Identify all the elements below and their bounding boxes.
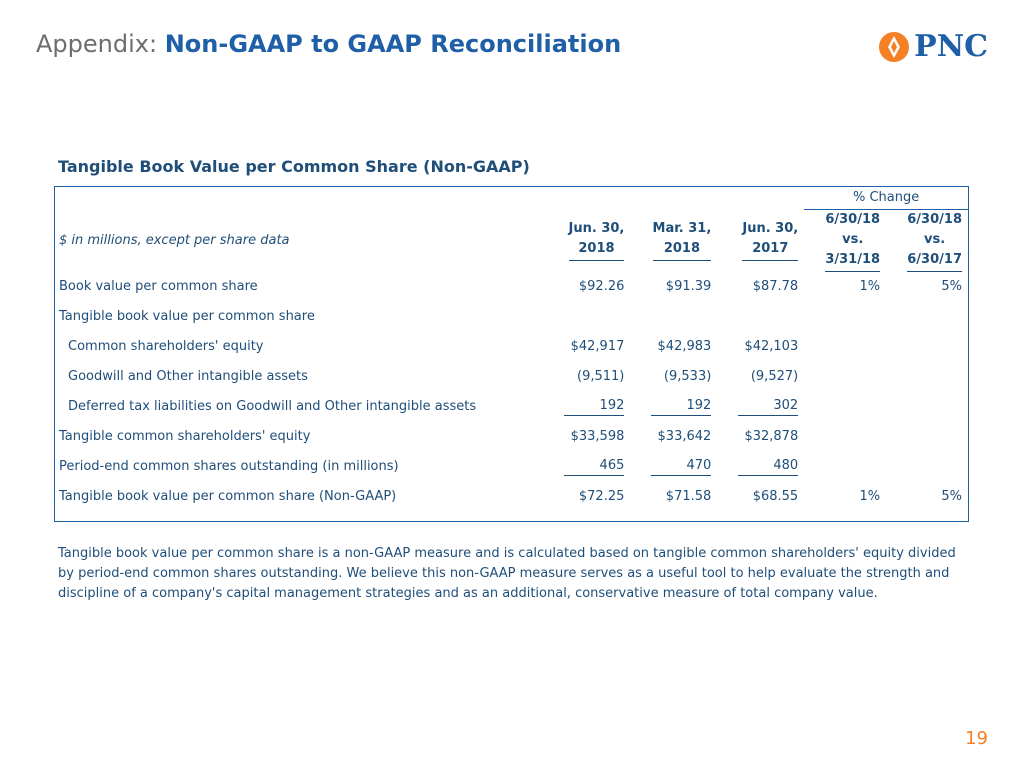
row-label: Book value per common share bbox=[59, 279, 258, 294]
table-row: Common shareholders' equity $42,917 $42,… bbox=[55, 332, 968, 362]
section-title: Tangible Book Value per Common Share (No… bbox=[58, 157, 530, 176]
cell-value: $72.25 bbox=[578, 489, 625, 504]
cell-value: $33,642 bbox=[657, 429, 712, 444]
row-label: Tangible common shareholders' equity bbox=[59, 429, 311, 444]
cell-value: 480 bbox=[738, 458, 799, 476]
table-row: Tangible book value per common share bbox=[55, 302, 968, 332]
table-row: Period-end common shares outstanding (in… bbox=[55, 452, 968, 482]
cell-value: (9,527) bbox=[750, 369, 799, 384]
cell-pct: 1% bbox=[859, 279, 881, 294]
cell-value: 465 bbox=[564, 458, 625, 476]
units-label: $ in millions, except per share data bbox=[59, 232, 290, 248]
cell-value: (9,511) bbox=[577, 369, 625, 384]
slide-title: Appendix: Non-GAAP to GAAP Reconciliatio… bbox=[36, 30, 621, 58]
pnc-logo-icon bbox=[879, 32, 910, 62]
cell-value: $42,983 bbox=[657, 339, 712, 354]
cell-value: $91.39 bbox=[665, 279, 712, 294]
cell-value: $71.58 bbox=[665, 489, 712, 504]
slide-title-prefix: Appendix: bbox=[36, 30, 158, 58]
cell-value: 302 bbox=[738, 398, 799, 416]
cell-value: 192 bbox=[651, 398, 712, 416]
cell-value: 192 bbox=[564, 398, 625, 416]
col-header-jun-2018: Jun. 30, 2018 bbox=[543, 209, 630, 272]
cell-value: $42,917 bbox=[570, 339, 625, 354]
cell-value: $68.55 bbox=[752, 489, 799, 504]
table-header-row: $ in millions, except per share data Jun… bbox=[55, 209, 968, 272]
cell-value: (9,533) bbox=[663, 369, 712, 384]
pnc-logo-text: PNC bbox=[914, 29, 988, 64]
cell-value: $87.78 bbox=[752, 279, 799, 294]
footnote: Tangible book value per common share is … bbox=[58, 546, 956, 601]
table-row: Deferred tax liabilities on Goodwill and… bbox=[55, 392, 968, 422]
cell-value: $32,878 bbox=[744, 429, 799, 444]
table-row: Goodwill and Other intangible assets (9,… bbox=[55, 362, 968, 392]
tbv-table: % Change $ in millions, except per share… bbox=[54, 186, 969, 522]
row-label: Goodwill and Other intangible assets bbox=[68, 369, 308, 384]
table-row: Tangible common shareholders' equity $33… bbox=[55, 422, 968, 452]
table-group-header-row: % Change bbox=[55, 187, 968, 210]
row-label: Deferred tax liabilities on Goodwill and… bbox=[68, 399, 477, 414]
pct-change-header: % Change bbox=[804, 187, 968, 210]
cell-value: 470 bbox=[651, 458, 712, 476]
pnc-logo: PNC bbox=[877, 30, 988, 64]
cell-pct: 5% bbox=[941, 489, 962, 504]
cell-value: $33,598 bbox=[570, 429, 625, 444]
table-row: Book value per common share $92.26 $91.3… bbox=[55, 272, 968, 302]
table-row: Tangible book value per common share (No… bbox=[55, 482, 968, 512]
col-header-pct-yoy: 6/30/18 vs. 6/30/17 bbox=[886, 209, 968, 272]
cell-value: $42,103 bbox=[744, 339, 799, 354]
slide-title-main: Non-GAAP to GAAP Reconciliation bbox=[164, 30, 622, 58]
col-header-jun-2017: Jun. 30, 2017 bbox=[717, 209, 804, 272]
col-header-mar-2018: Mar. 31, 2018 bbox=[630, 209, 717, 272]
page-number: 19 bbox=[965, 728, 988, 749]
row-label: Tangible book value per common share bbox=[59, 309, 315, 324]
col-header-pct-qoq: 6/30/18 vs. 3/31/18 bbox=[804, 209, 886, 272]
cell-pct: 1% bbox=[859, 489, 881, 504]
row-label: Common shareholders' equity bbox=[68, 339, 264, 354]
row-label: Tangible book value per common share (No… bbox=[59, 489, 397, 504]
row-label: Period-end common shares outstanding (in… bbox=[59, 459, 399, 474]
cell-value: $92.26 bbox=[578, 279, 625, 294]
cell-pct: 5% bbox=[941, 279, 962, 294]
